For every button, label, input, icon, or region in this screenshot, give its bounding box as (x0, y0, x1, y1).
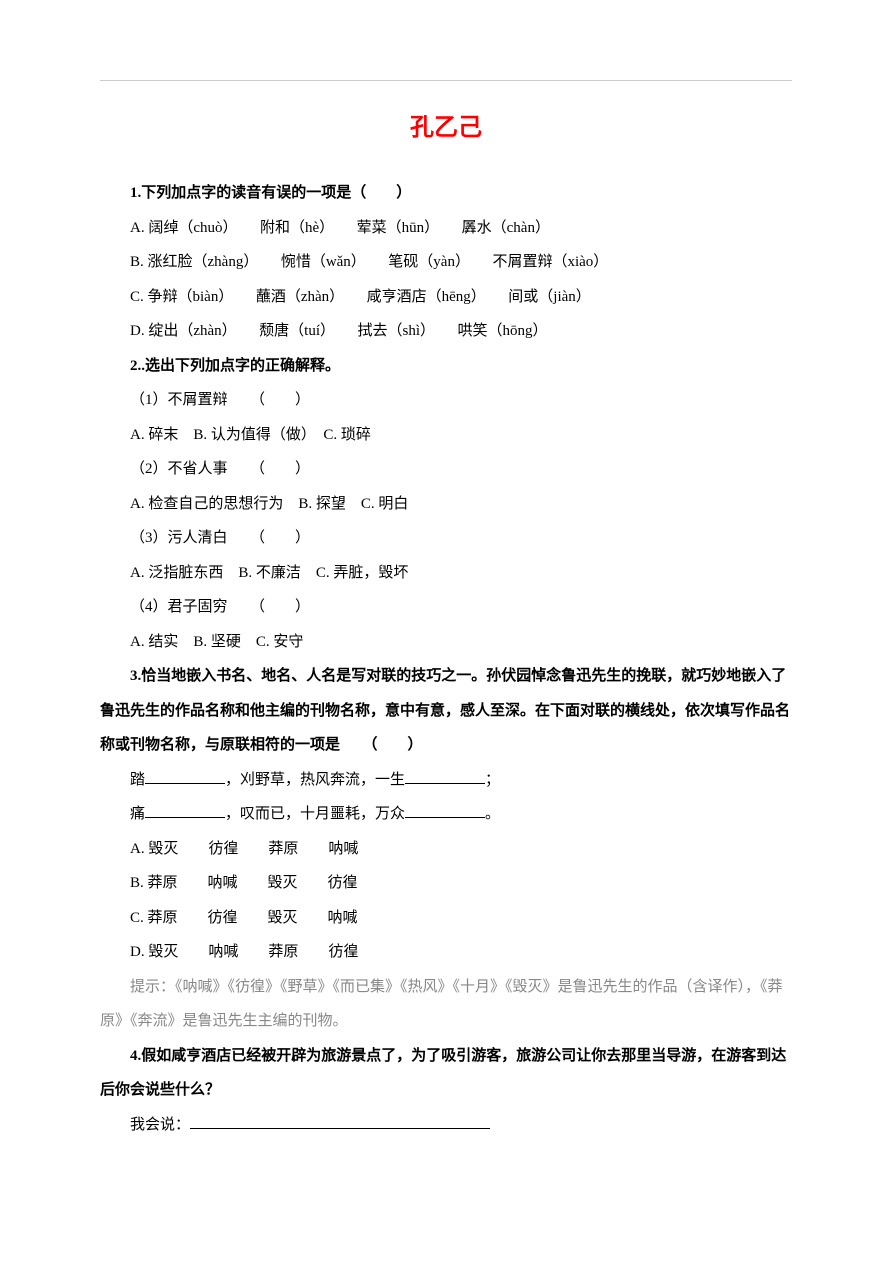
q1-option-c: C. 争辩（biàn） 蘸酒（zhàn） 咸亨酒店（hēng） 间或（jiàn） (100, 280, 792, 315)
q3-option-a: A. 毁灭 彷徨 莽原 呐喊 (100, 832, 792, 867)
top-divider (100, 80, 792, 81)
q3-option-b: B. 莽原 呐喊 毁灭 彷徨 (100, 866, 792, 901)
q2-sub4-opts: A. 结实 B. 坚硬 C. 安守 (100, 625, 792, 660)
q2-sub4-label: （4）君子固穷 （ ） (100, 590, 792, 625)
q3-c1-a: 踏 (130, 772, 145, 788)
q2-sub3-opts: A. 泛指脏东西 B. 不廉洁 C. 弄脏，毁坏 (100, 556, 792, 591)
document-title: 孔乙己 (100, 101, 792, 156)
blank-1 (145, 769, 225, 784)
q3-stem: 3.恰当地嵌入书名、地名、人名是写对联的技巧之一。孙伏园悼念鲁迅先生的挽联，就巧… (100, 659, 792, 763)
q3-c2-c: 。 (485, 806, 500, 822)
q2-sub2-label: （2）不省人事 （ ） (100, 452, 792, 487)
q4-stem: 4.假如咸亨酒店已经被开辟为旅游景点了，为了吸引游客，旅游公司让你去那里当导游，… (100, 1039, 792, 1108)
q1-option-d: D. 绽出（zhàn） 颓唐（tuí） 拭去（shì） 哄笑（hōng） (100, 314, 792, 349)
q4-answer-line: 我会说： (100, 1108, 792, 1143)
q3-hint: 提示：《呐喊》《彷徨》《野草》《而已集》《热风》《十月》《毁灭》是鲁迅先生的作品… (100, 970, 792, 1039)
q2-sub3-label: （3）污人清白 （ ） (100, 521, 792, 556)
q2-sub1-label: （1）不屑置辩 （ ） (100, 383, 792, 418)
blank-3 (145, 803, 225, 818)
q3-c1-b: ，刈野草，热风奔流，一生 (225, 772, 405, 788)
q3-couplet-1: 踏 ，刈野草，热风奔流，一生 ； (100, 763, 792, 798)
blank-2 (405, 769, 485, 784)
q2-sub1-opts: A. 碎末 B. 认为值得（做） C. 琐碎 (100, 418, 792, 453)
q4-prompt: 我会说： (130, 1117, 190, 1133)
q3-c1-c: ； (485, 772, 500, 788)
q3-c2-a: 痛 (130, 806, 145, 822)
q2-sub2-opts: A. 检查自己的思想行为 B. 探望 C. 明白 (100, 487, 792, 522)
q3-option-d: D. 毁灭 呐喊 莽原 彷徨 (100, 935, 792, 970)
blank-4 (405, 803, 485, 818)
q1-option-a: A. 阔绰（chuò） 附和（hè） 荤菜（hūn） 羼水（chàn） (100, 211, 792, 246)
q3-c2-b: ，叹而已，十月噩耗，万众 (225, 806, 405, 822)
q1-option-b: B. 涨红脸（zhàng） 惋惜（wǎn） 笔砚（yàn） 不屑置辩（xiào） (100, 245, 792, 280)
blank-answer (190, 1114, 490, 1129)
q3-option-c: C. 莽原 彷徨 毁灭 呐喊 (100, 901, 792, 936)
q2-stem: 2..选出下列加点字的正确解释。 (100, 349, 792, 384)
q1-stem: 1.下列加点字的读音有误的一项是（ ） (100, 176, 792, 211)
q3-couplet-2: 痛 ，叹而已，十月噩耗，万众 。 (100, 797, 792, 832)
